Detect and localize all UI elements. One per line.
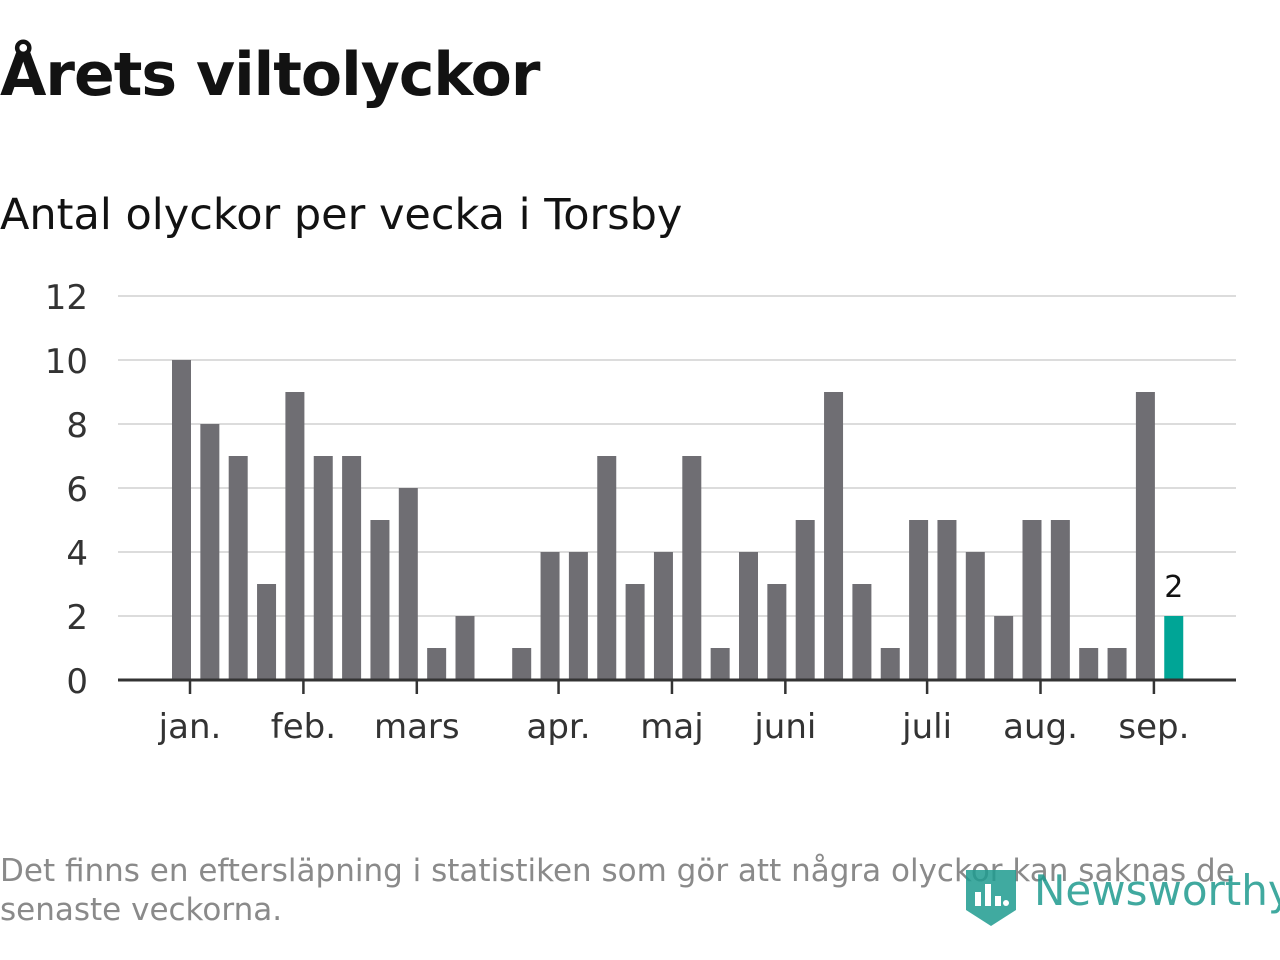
newsworthy-logo: Newsworthy (962, 858, 1280, 928)
bar (398, 488, 418, 680)
bar (625, 584, 645, 680)
bar (1107, 648, 1127, 680)
footnote: Det finns en eftersläpning i statistiken… (0, 853, 1235, 928)
x-tick-label: jan. (158, 707, 222, 747)
bar (285, 392, 305, 680)
bar (909, 520, 929, 680)
bar (257, 584, 277, 680)
bar (739, 552, 758, 680)
bar (200, 424, 220, 680)
chart-title: Årets viltolyckor (0, 40, 540, 110)
y-tick-label: 12 (45, 278, 88, 318)
bar (512, 648, 532, 680)
y-tick-label: 2 (66, 598, 88, 638)
y-tick-label: 0 (66, 662, 88, 702)
x-axis: jan. feb. mars apr. maj juni juli aug. sep. (118, 678, 1236, 747)
bars (172, 360, 1184, 680)
chart-subtitle: Antal olyckor per vecka i Torsby (0, 190, 683, 240)
bar (824, 392, 844, 680)
bar (455, 616, 475, 680)
bar (710, 648, 730, 680)
x-tick-label: maj (640, 707, 703, 747)
bar-chart-badge-icon (966, 870, 1016, 926)
x-tick-label: aug. (1003, 707, 1078, 747)
y-axis-ticks: 0 2 4 6 8 10 12 (45, 278, 88, 702)
y-tick-label: 8 (66, 406, 88, 446)
bar (682, 456, 702, 680)
bar (653, 552, 673, 680)
bar (1135, 392, 1155, 680)
x-tick-label: feb. (271, 707, 336, 747)
x-tick-label: juli (901, 707, 952, 747)
bar (937, 520, 957, 680)
bar (1050, 520, 1070, 680)
x-tick-label: mars (374, 707, 460, 747)
bar (313, 456, 333, 680)
x-tick-label: apr. (527, 707, 591, 747)
bar (172, 360, 191, 680)
bar (880, 648, 900, 680)
bar (1079, 648, 1099, 680)
data-labels: 2 (1164, 570, 1183, 605)
bar (342, 456, 362, 680)
y-tick-label: 10 (45, 342, 88, 382)
bar (852, 584, 872, 680)
bar (540, 552, 560, 680)
y-tick-label: 4 (66, 534, 88, 574)
bar (994, 616, 1014, 680)
bar (228, 456, 248, 680)
bar (965, 552, 985, 680)
bar (427, 648, 447, 680)
x-tick-label: sep. (1118, 707, 1189, 747)
data-label: 2 (1164, 570, 1183, 605)
bar (795, 520, 815, 680)
highlighted-bar (1164, 616, 1184, 680)
brand-name: Newsworthy (1034, 866, 1280, 915)
y-tick-label: 6 (66, 470, 88, 510)
bar (370, 520, 390, 680)
bar (597, 456, 617, 680)
bar-chart: 0 2 4 6 8 10 12 jan. feb. mars apr. maj juni juli aug… (45, 278, 1236, 747)
bar (1022, 520, 1042, 680)
x-tick-label: juni (753, 707, 816, 747)
bar (767, 584, 787, 680)
bar (568, 552, 588, 680)
